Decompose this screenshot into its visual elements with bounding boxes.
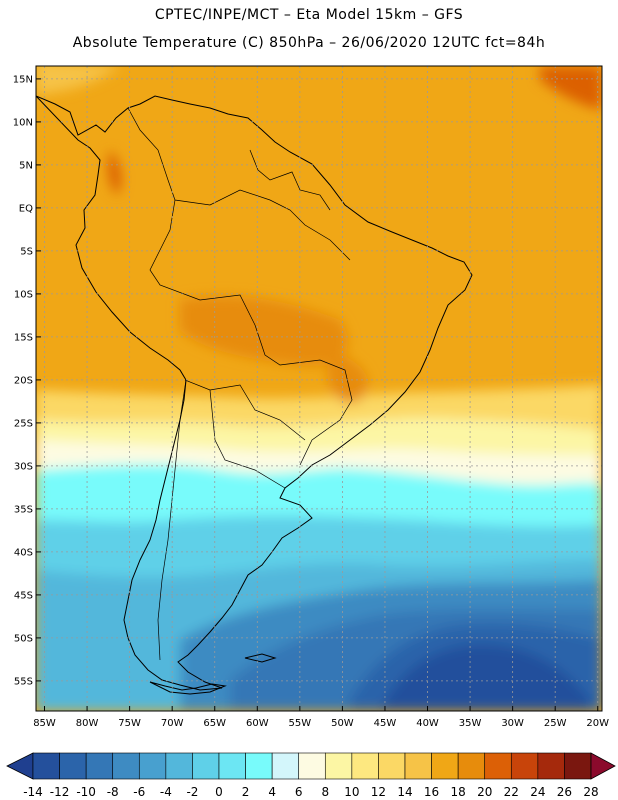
country-borders [127,107,353,661]
colorbar-label: 2 [242,785,250,799]
colorbar-label: -2 [186,785,198,799]
temperature-field [36,66,602,711]
lon-tick-label: 85W [33,718,56,729]
colorbar-label: 10 [344,785,359,799]
colorbar-label: 0 [215,785,223,799]
longitude-axis: 85W 80W 75W 70W 65W 60W 55W 50W 45W 40W 35W 30W 25W 2… [33,706,609,729]
lat-tick-label: 30S [14,461,33,472]
colorbar-swatch [378,752,406,780]
colorbar-high-arrow [590,752,616,780]
lon-tick-label: 60W [246,718,269,729]
lon-tick-label: 70W [161,718,184,729]
colorbar-swatch [165,752,193,780]
colorbar-label: -12 [50,785,70,799]
colorbar-swatch [245,752,273,780]
lon-tick-label: 50W [331,718,354,729]
colorbar-swatch [59,752,87,780]
colorbar-label: -8 [107,785,119,799]
colorbar-label: 8 [321,785,329,799]
lon-tick-label: 55W [289,718,312,729]
colorbar-swatch [218,752,246,780]
colorbar-swatch [324,752,353,780]
lat-tick-label: 50S [14,633,33,644]
lat-tick-label: 25S [14,418,33,429]
colorbar-swatch [85,752,114,780]
colorbar-label: 16 [424,785,439,799]
colorbar-label: 24 [530,785,545,799]
colorbar-swatch [484,752,512,780]
lon-tick-label: 45W [374,718,397,729]
lat-tick-label: EQ [19,203,33,214]
colorbar-swatch [192,752,220,780]
colorbar-label: 26 [557,785,572,799]
colorbar-swatch [271,752,300,780]
colorbar-label: 12 [371,785,386,799]
lat-tick-label: 15S [14,332,33,343]
map-frame [35,65,603,712]
colorbar-swatch [510,752,539,780]
lon-tick-label: 20W [586,718,609,729]
colorbar-label: 4 [268,785,276,799]
lon-tick-label: 80W [76,718,99,729]
colorbar-swatch [138,752,167,780]
lon-tick-label: 25W [544,718,567,729]
colorbar-swatch [404,752,432,780]
colorbar-label: 28 [583,785,598,799]
lon-tick-label: 30W [501,718,524,729]
colorbar-low-arrow [6,752,34,780]
colorbar-label: 14 [397,785,412,799]
lat-tick-label: 15N [13,74,33,85]
lon-tick-label: 75W [118,718,141,729]
lat-tick-label: 5N [19,160,33,171]
colorbar-label: 18 [451,785,466,799]
colorbar-label: -14 [23,785,43,799]
colorbar-label: 6 [295,785,303,799]
lon-tick-label: 35W [459,718,482,729]
lon-tick-label: 65W [203,718,226,729]
colorbar-swatch [564,752,592,780]
lat-tick-label: 5S [20,246,33,257]
lat-tick-label: 20S [14,375,33,386]
coastline [36,95,473,695]
lon-tick-label: 40W [416,718,439,729]
colorbar: -14 -12 -10 -8 -6 -4 -2 0 2 4 6 8 10 12 14 16 18 20 22 24 26… [6,752,616,799]
lat-tick-label: 10N [13,117,33,128]
colorbar-label: -10 [76,785,96,799]
map-subtitle: Absolute Temperature (C) 850hPa – 26/06/… [72,35,546,51]
graticule [36,66,602,711]
lat-tick-label: 55S [14,676,33,687]
lat-tick-label: 45S [14,590,33,601]
lat-tick-label: 35S [14,504,33,515]
colorbar-swatch [351,752,379,780]
colorbar-swatch [537,752,565,780]
colorbar-swatch [32,752,60,780]
colorbar-label: 20 [477,785,492,799]
latitude-axis: 15N 10N 5N EQ 5S 10S 15S 20S 25S 30S 35S 40S 45S 50S 5… [13,74,41,687]
colorbar-label: -4 [160,785,172,799]
colorbar-swatch [298,752,326,780]
colorbar-label: 22 [504,785,519,799]
colorbar-swatch [431,752,459,780]
lat-tick-label: 40S [14,547,33,558]
map-title: CPTEC/INPE/MCT – Eta Model 15km – GFS [154,7,464,23]
colorbar-swatch [112,752,140,780]
colorbar-label: -6 [133,785,145,799]
lat-tick-label: 10S [14,289,33,300]
colorbar-swatch [457,752,486,780]
